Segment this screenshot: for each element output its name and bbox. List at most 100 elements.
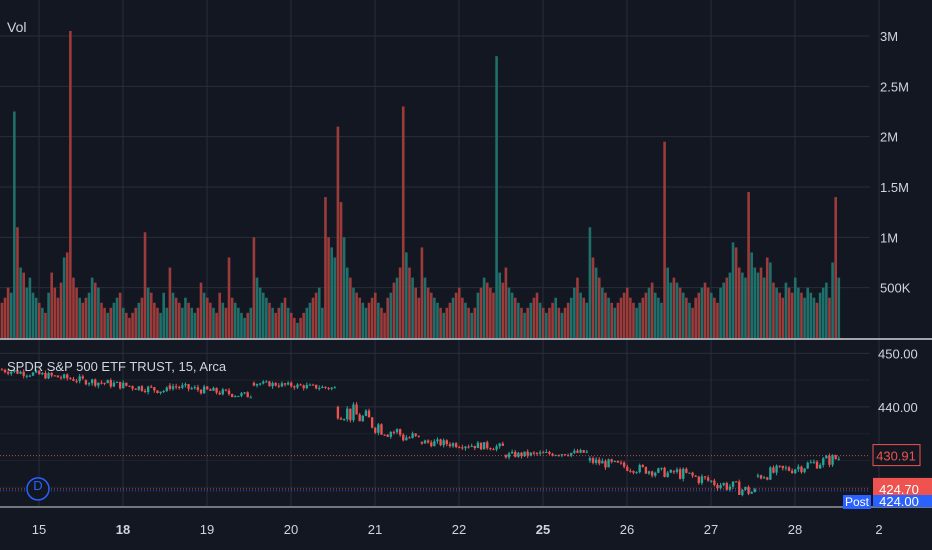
candle-body: [433, 441, 436, 447]
volume-bar: [464, 302, 467, 338]
candle-body: [402, 434, 405, 441]
volume-bar: [797, 287, 800, 338]
volume-bar: [271, 307, 274, 338]
dividend-marker[interactable]: D: [26, 477, 50, 501]
symbol-title[interactable]: SPDR S&P 500 ETF TRUST, 15, Arca: [7, 359, 227, 374]
volume-bar: [156, 307, 159, 338]
volume-bar: [436, 302, 439, 338]
candle-body: [728, 486, 732, 490]
volume-bar: [50, 272, 53, 338]
volume-bar: [551, 302, 554, 338]
volume-pane-label[interactable]: Vol: [7, 19, 26, 35]
candle-body: [538, 452, 542, 454]
candle-body: [784, 467, 788, 469]
volume-bar: [442, 312, 445, 338]
volume-bar: [336, 126, 340, 338]
volume-bar: [118, 292, 122, 338]
volume-bar: [205, 297, 209, 338]
volume-bar: [675, 282, 679, 338]
volume-bar: [97, 287, 100, 338]
volume-bar: [818, 292, 822, 338]
volume-bar: [370, 297, 374, 338]
volume-bar: [563, 307, 567, 338]
candle-body: [339, 418, 343, 420]
candle-body: [159, 391, 162, 393]
candle-body: [405, 437, 408, 441]
volume-price-scale[interactable]: 3M 2.5M 2M 1.5M 1M 500K: [880, 29, 911, 296]
volume-bar: [125, 312, 128, 338]
volume-bar: [529, 302, 533, 338]
time-axis[interactable]: 15 18 19 20 21 22 25 26 27 28 2: [32, 522, 883, 537]
price-lines: [0, 455, 870, 492]
candle-body: [106, 380, 109, 384]
last-price-label-text: 430.91: [876, 449, 916, 464]
volume-bar: [0, 302, 4, 338]
candle-body: [75, 380, 78, 382]
candle-body: [560, 454, 564, 456]
candle-body: [809, 462, 812, 464]
candle-body: [408, 437, 411, 439]
candle-body: [286, 382, 290, 385]
volume-bar: [3, 297, 7, 338]
candle-body: [573, 450, 576, 453]
candle-body: [221, 389, 224, 395]
post-price-label-text: 424.70: [879, 482, 919, 497]
volume-bar: [258, 287, 262, 338]
volume-bar: [731, 242, 735, 338]
volume-bar: [106, 312, 109, 338]
candle-body: [622, 462, 626, 467]
volume-bar: [790, 292, 794, 338]
candle-body: [19, 371, 22, 374]
volume-bar: [681, 292, 685, 338]
candle-body: [825, 455, 828, 459]
volume-bar: [165, 307, 169, 338]
candle-body: [168, 385, 172, 389]
candle-body: [140, 386, 144, 391]
candle-body: [227, 390, 231, 395]
volume-bar: [115, 297, 119, 338]
candle-body: [305, 385, 308, 389]
candle-body: [436, 439, 439, 442]
volume-bar: [678, 287, 682, 338]
candle-body: [6, 372, 10, 374]
volume-bar: [554, 297, 557, 338]
candle-body: [685, 468, 688, 473]
volume-bar: [100, 302, 103, 338]
volume-bar: [569, 297, 573, 338]
volume-bar: [706, 287, 710, 338]
candle-body: [619, 462, 623, 464]
volume-bar: [545, 312, 548, 338]
candle-body: [461, 447, 464, 449]
volume-bar: [635, 307, 638, 338]
volume-bar: [249, 307, 253, 338]
candle-body: [672, 471, 676, 473]
volume-bar: [594, 267, 598, 338]
volume-bar: [756, 272, 760, 338]
volume-bar: [423, 277, 427, 338]
candle-body: [255, 384, 259, 386]
volume-bar: [737, 267, 741, 338]
candle-body: [318, 388, 321, 390]
post-session-badge[interactable]: Post: [843, 495, 871, 509]
candle-body: [28, 375, 32, 377]
volume-bar: [812, 297, 816, 338]
volume-bar: [653, 292, 657, 338]
volume-bar: [650, 282, 654, 338]
candle-body: [392, 431, 396, 433]
candle-body: [678, 469, 682, 479]
candle-body: [420, 441, 424, 444]
candle-body: [529, 452, 532, 456]
candle-body: [190, 388, 193, 390]
volume-bar: [697, 292, 701, 338]
price-scale[interactable]: 450.00 440.00: [878, 346, 918, 415]
volume-bar: [230, 297, 234, 338]
volume-bar: [199, 282, 203, 338]
volume-bar: [451, 297, 455, 338]
candle-body: [103, 382, 106, 384]
candle-body: [616, 460, 620, 463]
volume-bar: [339, 202, 343, 338]
volume-bar: [408, 267, 411, 338]
time-axis-tick: 20: [284, 522, 298, 537]
volume-bar: [535, 292, 539, 338]
candle-body: [430, 442, 433, 447]
